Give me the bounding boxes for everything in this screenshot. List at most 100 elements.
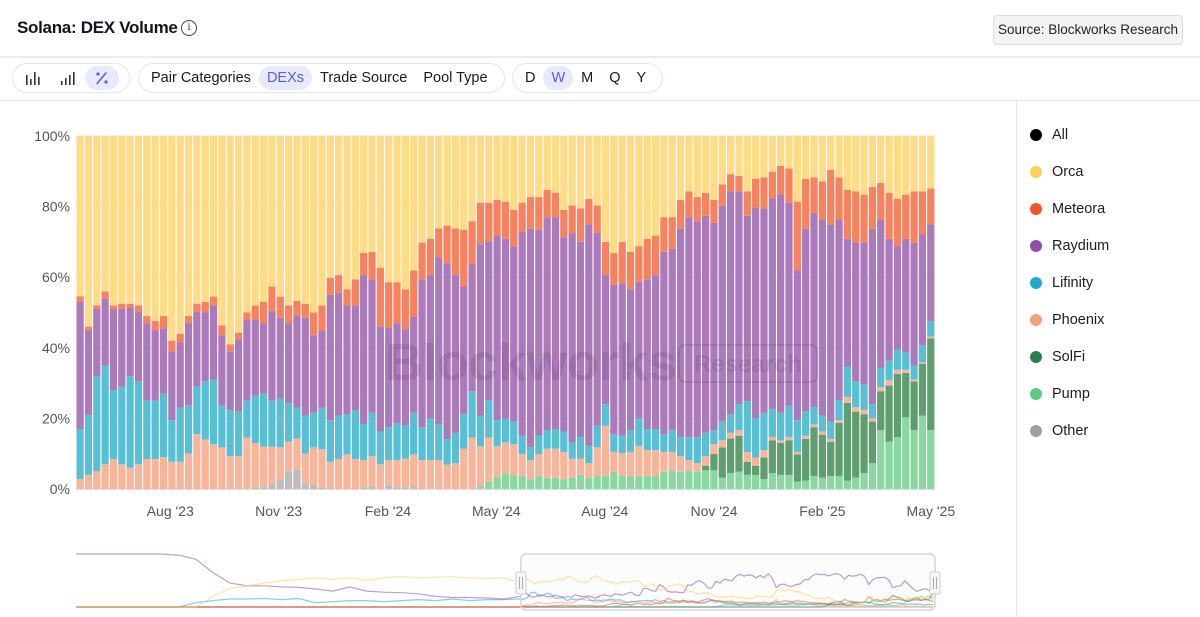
bar-segment-meteora[interactable] (343, 289, 351, 306)
bar-segment-phoenix[interactable] (259, 446, 268, 488)
bar-segment-phoenix[interactable] (626, 451, 635, 476)
bar-segment-lifinity[interactable] (76, 428, 84, 480)
bar-segment-phoenix[interactable] (810, 424, 818, 428)
bar-segment-pump[interactable] (785, 474, 793, 489)
bar-segment-solfi[interactable] (835, 422, 843, 476)
bar-segment-meteora[interactable] (284, 305, 293, 324)
bar-segment-raydium[interactable] (276, 317, 284, 399)
bar-segment-orca[interactable] (676, 136, 685, 200)
bar-segment-meteora[interactable] (493, 199, 501, 236)
bar-segment-orca[interactable] (718, 136, 726, 185)
bar-segment-phoenix[interactable] (676, 456, 685, 472)
bar-segment-lifinity[interactable] (885, 360, 893, 380)
bar-segment-raydium[interactable] (418, 279, 426, 428)
bar-segment-pump[interactable] (710, 470, 718, 489)
bar-segment-pump[interactable] (660, 471, 668, 489)
bar-segment-meteora[interactable] (335, 275, 343, 294)
bar-segment-phoenix[interactable] (618, 452, 626, 476)
bar-segment-meteora[interactable] (626, 251, 635, 290)
bar-segment-phoenix[interactable] (668, 451, 676, 471)
bar-segment-pump[interactable] (752, 474, 760, 489)
bar-segment-lifinity[interactable] (768, 408, 776, 438)
bar-segment-meteora[interactable] (184, 316, 193, 324)
bar-segment-raydium[interactable] (793, 270, 801, 421)
bar-segment-solfi[interactable] (743, 461, 751, 475)
bar-segment-raydium[interactable] (226, 351, 234, 410)
bar-segment-meteora[interactable] (326, 277, 334, 295)
bar-segment-phoenix[interactable] (368, 456, 376, 487)
bar-segment-other[interactable] (293, 469, 301, 489)
bar-segment-meteora[interactable] (643, 238, 651, 280)
bar-segment-orca[interactable] (793, 136, 801, 202)
bar-segment-meteora[interactable] (159, 316, 168, 329)
bar-segment-orca[interactable] (643, 136, 651, 239)
bar-segment-raydium[interactable] (551, 217, 560, 429)
bar-segment-meteora[interactable] (877, 182, 885, 221)
bar-segment-phoenix[interactable] (76, 479, 84, 489)
percent-icon[interactable] (85, 66, 119, 90)
legend-item-lifinity[interactable]: Lifinity (1030, 254, 1109, 301)
bar-segment-phoenix[interactable] (910, 379, 918, 382)
bar-segment-raydium[interactable] (718, 205, 726, 422)
interval-m[interactable]: M (581, 70, 594, 86)
bar-segment-meteora[interactable] (193, 303, 201, 313)
bar-segment-lifinity[interactable] (435, 424, 443, 461)
bar-segment-lifinity[interactable] (451, 432, 460, 464)
bar-segment-phoenix[interactable] (251, 443, 259, 488)
bar-segment-meteora[interactable] (360, 252, 368, 276)
bar-segment-raydium[interactable] (101, 298, 109, 366)
bar-segment-lifinity[interactable] (251, 395, 259, 444)
bar-segment-phoenix[interactable] (418, 460, 426, 489)
bar-segment-meteora[interactable] (393, 282, 401, 324)
bar-segment-orca[interactable] (268, 136, 276, 287)
bar-segment-raydium[interactable] (752, 207, 760, 419)
bar-segment-meteora[interactable] (902, 194, 910, 239)
bar-segment-raydium[interactable] (443, 263, 451, 440)
bar-segment-phoenix[interactable] (234, 456, 243, 489)
bar-segment-pump[interactable] (485, 481, 493, 489)
bar-segment-lifinity[interactable] (351, 409, 359, 459)
bar-segment-orca[interactable] (885, 136, 893, 193)
bar-segment-phoenix[interactable] (493, 446, 501, 477)
bar-segment-phoenix[interactable] (860, 409, 868, 415)
bar-segment-lifinity[interactable] (526, 447, 535, 461)
bar-segment-raydium[interactable] (401, 329, 409, 426)
bar-segment-lifinity[interactable] (476, 415, 485, 447)
bar-segment-raydium[interactable] (151, 330, 159, 401)
bar-segment-phoenix[interactable] (802, 435, 810, 439)
bar-segment-orca[interactable] (426, 136, 435, 239)
legend-item-all[interactable]: All (1030, 106, 1109, 153)
bar-segment-raydium[interactable] (676, 228, 685, 438)
bar-segment-lifinity[interactable] (593, 425, 601, 448)
bar-segment-orca[interactable] (134, 136, 143, 306)
bar-segment-orca[interactable] (243, 136, 251, 313)
bar-segment-phoenix[interactable] (785, 437, 793, 441)
bar-segment-raydium[interactable] (159, 328, 168, 394)
bar-segment-raydium[interactable] (660, 251, 668, 435)
bar-segment-orca[interactable] (701, 136, 710, 193)
bar-segment-lifinity[interactable] (576, 437, 585, 459)
bar-segment-meteora[interactable] (918, 191, 927, 235)
bar-segment-orca[interactable] (868, 136, 877, 187)
bar-segment-orca[interactable] (802, 136, 810, 179)
bar-segment-orca[interactable] (468, 136, 476, 222)
tab-pool-type[interactable]: Pool Type (423, 70, 488, 86)
bar-segment-orca[interactable] (451, 136, 460, 229)
tab-dexs[interactable]: DEXs (258, 66, 313, 90)
legend-item-meteora[interactable]: Meteora (1030, 180, 1109, 227)
bar-segment-pump[interactable] (593, 475, 601, 489)
bar-segment-lifinity[interactable] (385, 427, 393, 461)
bar-segment-pump[interactable] (551, 477, 560, 489)
bar-segment-lifinity[interactable] (393, 423, 401, 461)
bar-segment-raydium[interactable] (485, 241, 493, 401)
bar-segment-meteora[interactable] (576, 208, 585, 242)
bar-segment-orca[interactable] (193, 136, 201, 304)
bar-segment-pump[interactable] (526, 479, 535, 489)
bar-segment-raydium[interactable] (902, 238, 910, 353)
bar-segment-orca[interactable] (326, 136, 334, 278)
bar-segment-phoenix[interactable] (435, 460, 443, 489)
bar-segment-orca[interactable] (560, 136, 568, 210)
bar-segment-raydium[interactable] (668, 248, 676, 431)
bar-segment-phoenix[interactable] (568, 458, 576, 478)
bar-segment-lifinity[interactable] (610, 434, 618, 452)
